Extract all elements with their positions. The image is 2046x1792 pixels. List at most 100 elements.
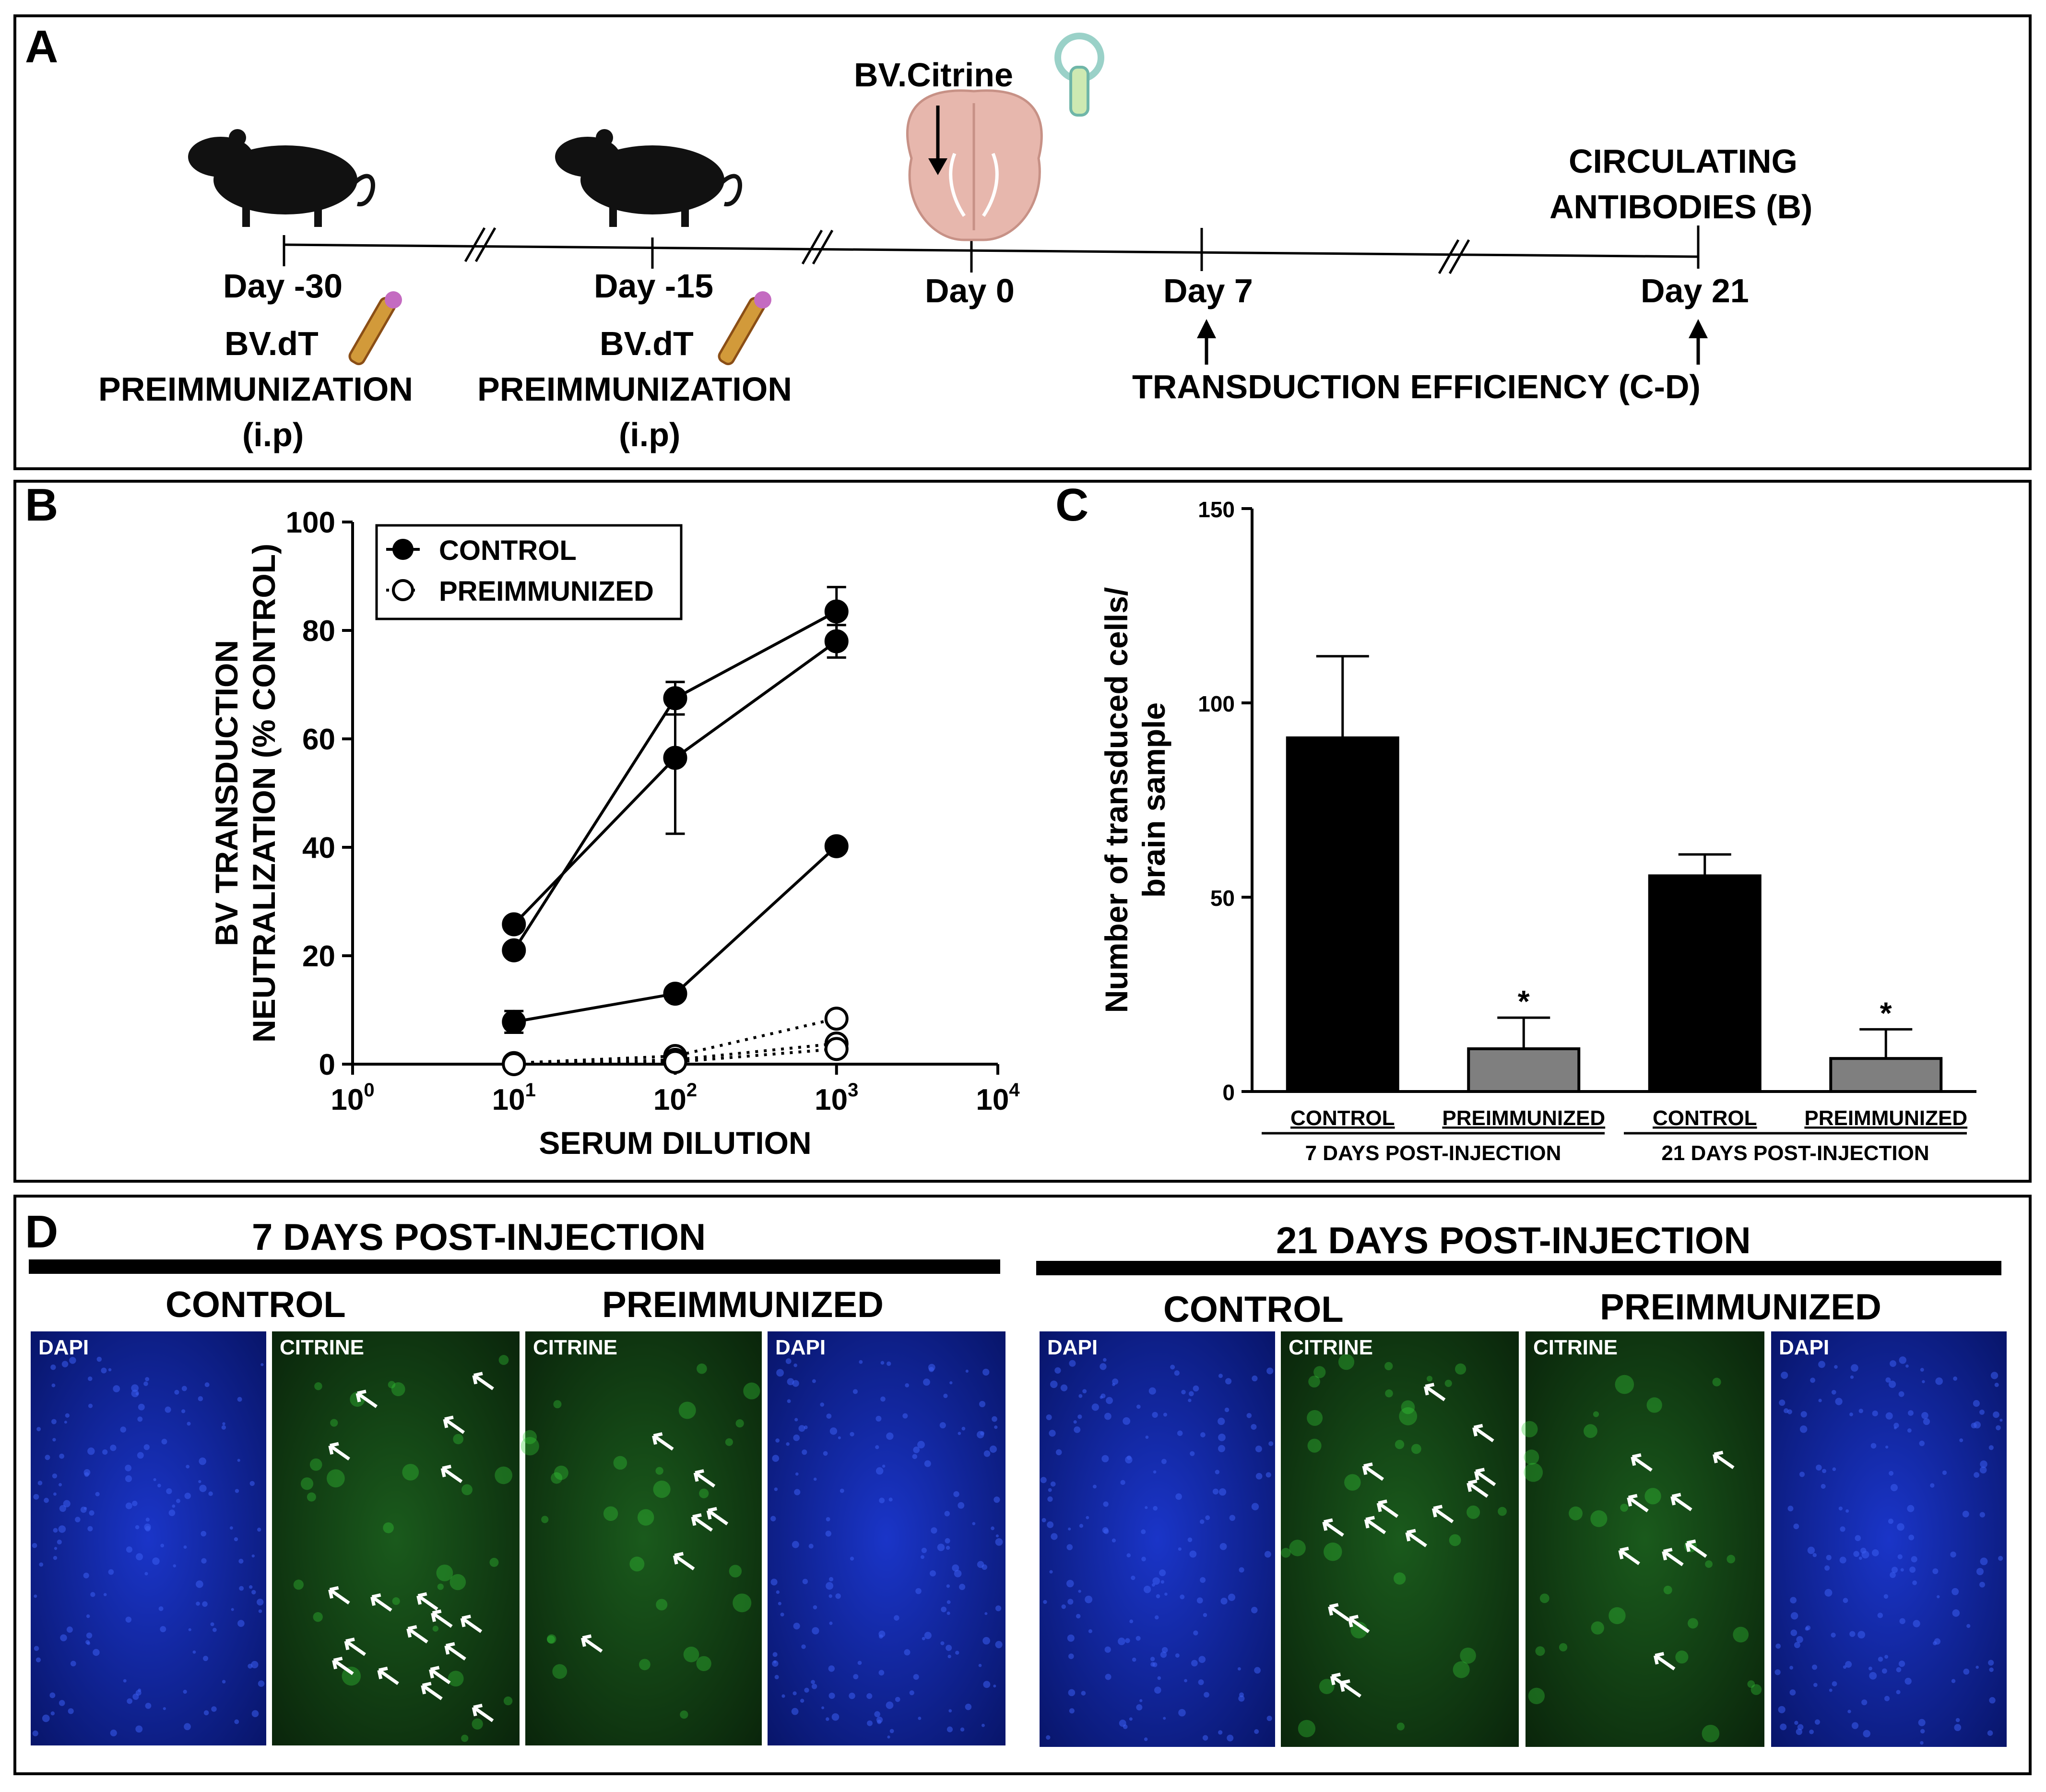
nucleus (1790, 1597, 1797, 1604)
nucleus (143, 1381, 148, 1386)
nucleus (59, 1505, 66, 1512)
nucleus (1794, 1642, 1800, 1649)
legend-box (375, 524, 683, 620)
nucleus (878, 1630, 886, 1638)
cell-signal (1524, 1449, 1539, 1465)
nucleus (1890, 1360, 1896, 1367)
nucleus (1046, 1735, 1051, 1740)
arrow-icon (1474, 1468, 1496, 1486)
nucleus (993, 1496, 1000, 1503)
nucleus (1112, 1378, 1119, 1385)
nucleus (1847, 1709, 1851, 1713)
nucleus (1150, 1662, 1155, 1667)
nucleus (793, 1623, 800, 1630)
nucleus (1863, 1730, 1870, 1738)
cell-signal (1426, 1376, 1433, 1382)
nucleus (1154, 1615, 1159, 1620)
cell-signal (453, 1434, 464, 1445)
nucleus (1871, 1549, 1879, 1556)
nucleus (110, 1445, 117, 1451)
nucleus (1990, 1372, 1999, 1379)
nucleus (778, 1602, 781, 1605)
nucleus (1252, 1375, 1258, 1382)
nucleus (1890, 1484, 1898, 1492)
nucleus (1187, 1537, 1193, 1543)
arrow-icon (1330, 1673, 1352, 1691)
nucleus (850, 1556, 854, 1561)
nucleus (1174, 1370, 1180, 1376)
circulating-label: CIRCULATING (1569, 142, 1798, 180)
stain-label: DAPI (1047, 1336, 1098, 1359)
nucleus (939, 1422, 946, 1429)
nucleus (235, 1489, 239, 1493)
cell-signal (1569, 1506, 1583, 1520)
arrow-icon (1348, 1614, 1370, 1633)
nucleus (32, 1730, 38, 1736)
nucleus (126, 1546, 132, 1553)
nucleus (211, 1706, 217, 1712)
nucleus (181, 1409, 186, 1413)
nucleus (54, 1547, 58, 1550)
nucleus (947, 1654, 951, 1659)
cell-signal (1281, 1548, 1291, 1558)
nucleus (1153, 1470, 1157, 1474)
nucleus (1129, 1717, 1133, 1721)
cell-signal (1298, 1720, 1316, 1738)
cell-signal (1498, 1507, 1507, 1516)
nucleus (75, 1517, 81, 1522)
cell-signal (729, 1565, 742, 1578)
day-label: Day 7 (1163, 272, 1253, 309)
nucleus (1838, 1506, 1843, 1511)
nucleus (1796, 1636, 1803, 1643)
cell-signal (1559, 1643, 1568, 1651)
arrow-icon (406, 1625, 428, 1644)
nucleus (1878, 1657, 1883, 1662)
cell-signal (326, 1469, 345, 1488)
data-point-filled (663, 982, 687, 1006)
nucleus (1851, 1722, 1859, 1729)
nucleus (1043, 1600, 1047, 1604)
nucleus (1196, 1597, 1203, 1604)
series-line (514, 1017, 837, 1065)
nucleus (88, 1376, 93, 1381)
arrow-icon (1197, 319, 1216, 365)
nucleus (1066, 1579, 1074, 1588)
nucleus (1202, 1735, 1208, 1741)
nucleus (174, 1389, 179, 1395)
nucleus (52, 1438, 56, 1442)
nucleus (1888, 1380, 1896, 1388)
cell-signal (1313, 1366, 1326, 1378)
cell-signal (1466, 1505, 1480, 1519)
nucleus (1897, 1523, 1904, 1531)
nucleus (1870, 1443, 1877, 1449)
arrow-icon (1627, 1494, 1649, 1513)
nucleus (813, 1605, 817, 1610)
nucleus (95, 1492, 100, 1496)
x-tick-label: 104 (976, 1080, 1020, 1116)
nucleus (1046, 1414, 1052, 1420)
nucleus (158, 1606, 164, 1611)
cell-signal (1591, 1621, 1604, 1635)
nucleus (196, 1602, 200, 1606)
nucleus (125, 1616, 132, 1623)
nucleus (1145, 1506, 1148, 1509)
group-label: 7 DAYS POST-INJECTION (1305, 1141, 1561, 1165)
cell-signal (1344, 1474, 1361, 1491)
arrow-icon (1364, 1516, 1386, 1534)
day-label: Day -15 (594, 267, 713, 305)
nucleus (1898, 1391, 1904, 1397)
cell-signal (307, 1492, 316, 1502)
nucleus (1163, 1412, 1168, 1417)
nucleus (772, 1660, 779, 1667)
cell-signal (1324, 1542, 1342, 1561)
nucleus (1889, 1471, 1894, 1476)
nucleus (1164, 1592, 1168, 1596)
cell-signal (639, 1659, 650, 1671)
preimm-vector: BV.dT (225, 325, 319, 362)
nucleus (875, 1415, 882, 1422)
arrow-icon (673, 1552, 695, 1570)
nucleus (59, 1700, 65, 1706)
nucleus (1218, 1374, 1223, 1378)
nucleus (1054, 1367, 1061, 1374)
nucleus (772, 1455, 780, 1462)
